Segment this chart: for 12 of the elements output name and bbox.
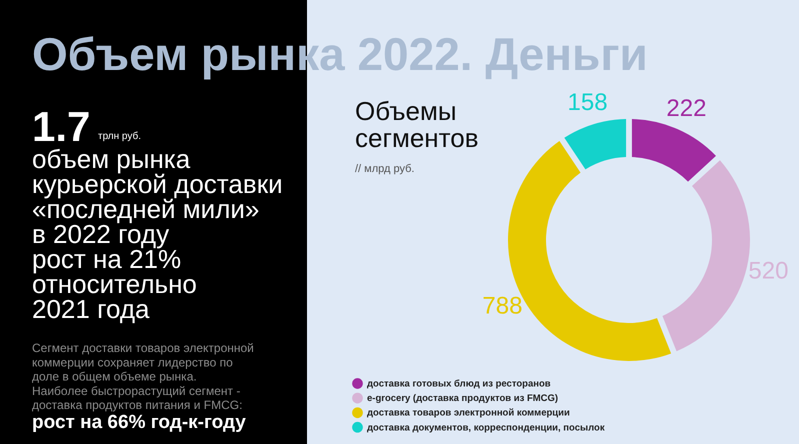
text: трлн руб. — [98, 131, 142, 142]
text: // млрд руб. — [355, 163, 414, 175]
text: Объемы сегментов — [355, 96, 479, 153]
text: рост на 66% год-к-году — [32, 412, 246, 433]
data-label: 222 — [666, 95, 706, 122]
legend-label: e-grocery (доставка продуктов из FMCG) — [367, 393, 558, 404]
legend-label: доставка готовых блюд из ресторанов — [367, 378, 551, 390]
data-label: 788 — [482, 292, 522, 320]
legend-label: доставка товаров электронной коммерции — [367, 408, 570, 419]
text: Сегмент доставки товаров электронной коммерции сохраняет лидерство по доле в общем объеме рынка. Наиболее быстрорастущий сегмент - доставка продуктов питания и FMCG: — [32, 341, 254, 412]
data-label: 158 — [568, 89, 608, 116]
legend-label: доставка документов, корреспонденции, посылок — [367, 422, 605, 434]
